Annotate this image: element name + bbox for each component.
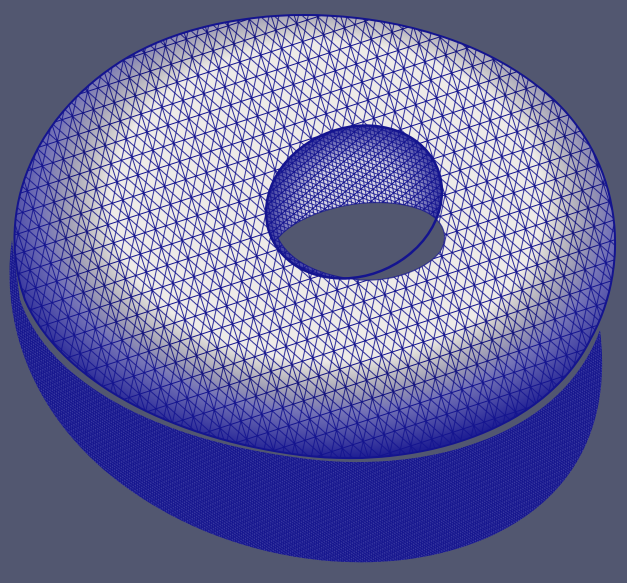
torus-top-surface — [13, 14, 616, 460]
